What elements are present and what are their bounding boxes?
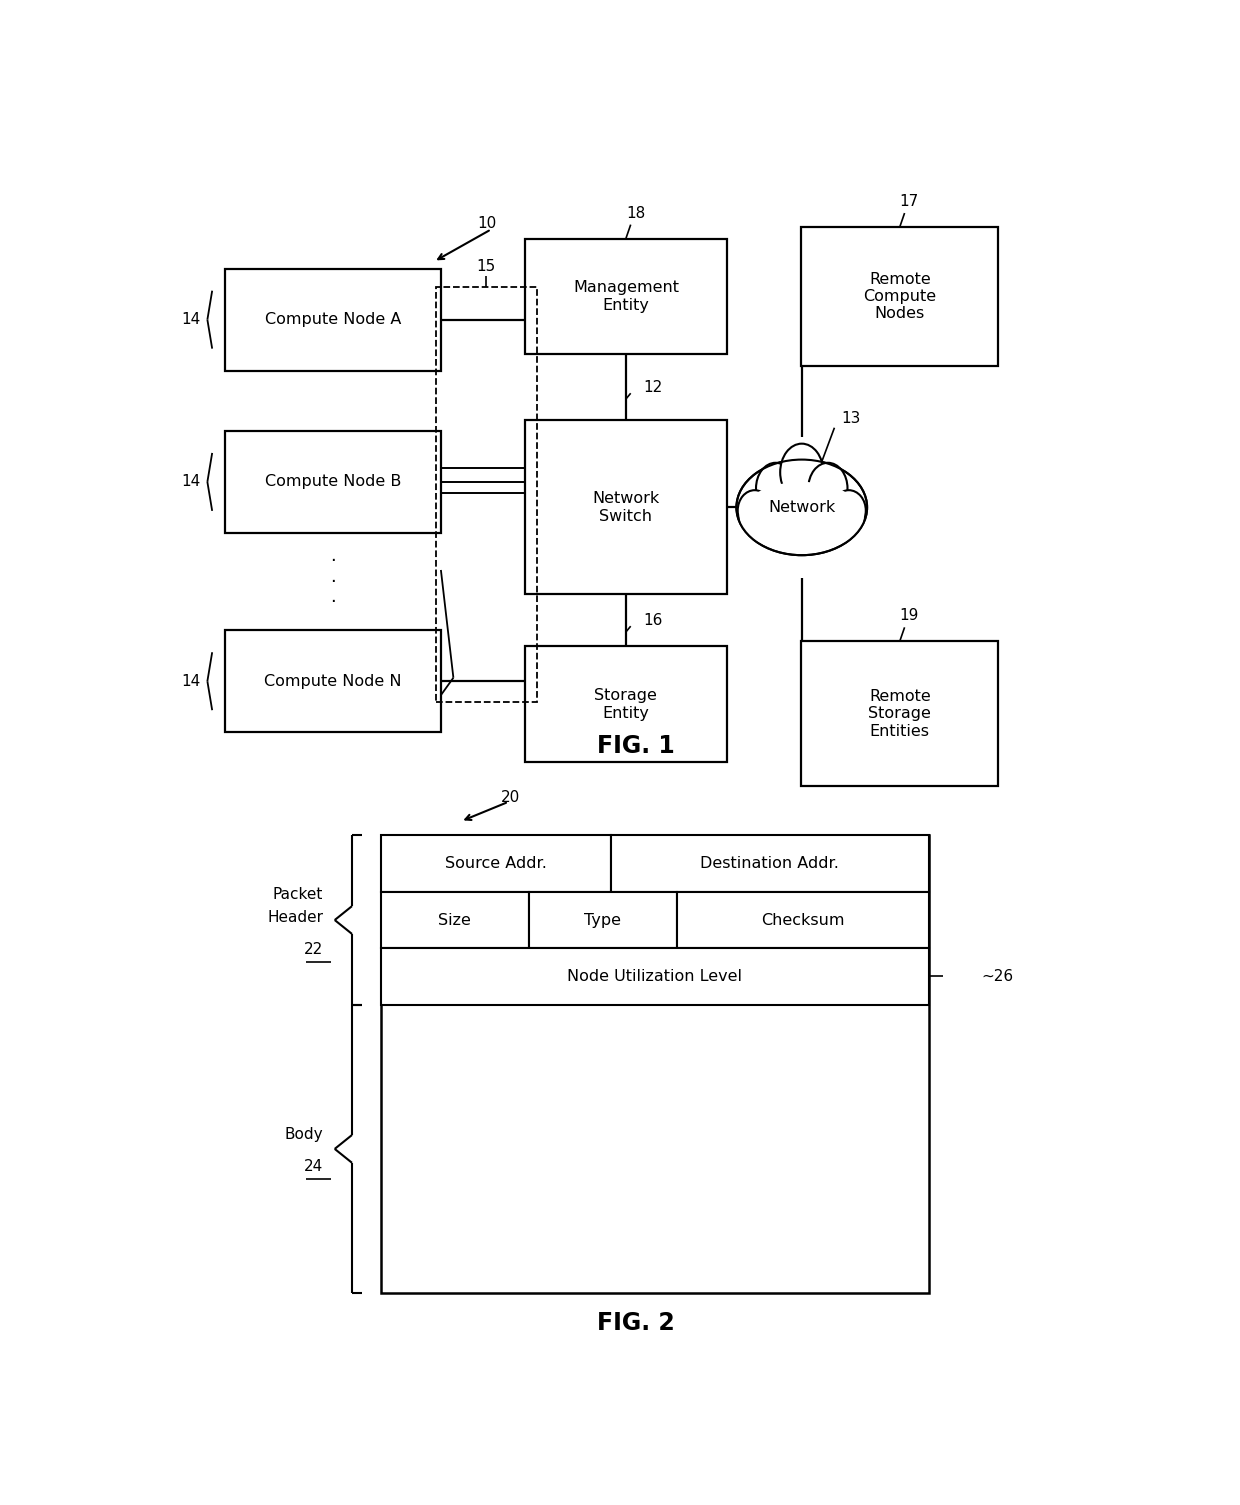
Text: Type: Type — [584, 912, 621, 927]
FancyBboxPatch shape — [801, 227, 998, 366]
Text: Remote
Compute
Nodes: Remote Compute Nodes — [863, 271, 936, 322]
Text: 17: 17 — [900, 194, 919, 209]
Text: Network
Switch: Network Switch — [593, 491, 660, 524]
FancyBboxPatch shape — [528, 892, 677, 948]
Text: 22: 22 — [304, 942, 324, 957]
FancyBboxPatch shape — [224, 631, 441, 733]
FancyBboxPatch shape — [381, 948, 929, 1005]
Text: Compute Node B: Compute Node B — [264, 474, 401, 489]
Text: Body: Body — [284, 1127, 324, 1142]
Text: Destination Addr.: Destination Addr. — [701, 856, 839, 871]
Text: 14: 14 — [181, 674, 201, 689]
FancyBboxPatch shape — [801, 641, 998, 786]
Text: Size: Size — [439, 912, 471, 927]
Ellipse shape — [756, 462, 795, 513]
Ellipse shape — [737, 459, 867, 555]
Text: 14: 14 — [181, 474, 201, 489]
Text: Storage
Entity: Storage Entity — [594, 688, 657, 721]
Text: 19: 19 — [900, 608, 919, 623]
Text: ·
·
·: · · · — [330, 552, 336, 611]
Text: Header: Header — [267, 911, 324, 926]
Ellipse shape — [832, 491, 866, 531]
FancyBboxPatch shape — [381, 835, 611, 892]
FancyBboxPatch shape — [677, 892, 929, 948]
FancyBboxPatch shape — [611, 835, 929, 892]
Text: 20: 20 — [501, 790, 521, 805]
Text: 10: 10 — [477, 217, 496, 230]
Ellipse shape — [780, 444, 823, 501]
Text: FIG. 1: FIG. 1 — [596, 734, 675, 759]
Ellipse shape — [740, 482, 864, 552]
Ellipse shape — [738, 491, 771, 531]
Text: Checksum: Checksum — [761, 912, 844, 927]
Text: Remote
Storage
Entities: Remote Storage Entities — [868, 689, 931, 739]
Ellipse shape — [808, 462, 847, 513]
Text: Network: Network — [768, 500, 836, 515]
FancyBboxPatch shape — [224, 430, 441, 533]
Text: 14: 14 — [181, 312, 201, 327]
FancyBboxPatch shape — [525, 647, 727, 763]
Text: Compute Node A: Compute Node A — [264, 312, 401, 327]
FancyBboxPatch shape — [224, 269, 441, 370]
Text: Management
Entity: Management Entity — [573, 280, 678, 313]
Text: 24: 24 — [304, 1159, 324, 1174]
Text: FIG. 2: FIG. 2 — [596, 1311, 675, 1335]
Text: 18: 18 — [626, 206, 645, 221]
Text: 12: 12 — [644, 379, 662, 394]
Text: 13: 13 — [841, 411, 861, 426]
FancyBboxPatch shape — [381, 892, 528, 948]
Text: Node Utilization Level: Node Utilization Level — [567, 969, 743, 984]
Text: Source Addr.: Source Addr. — [445, 856, 547, 871]
Text: 16: 16 — [644, 613, 662, 628]
FancyBboxPatch shape — [381, 835, 929, 1293]
FancyBboxPatch shape — [525, 238, 727, 354]
FancyBboxPatch shape — [525, 420, 727, 594]
Text: 15: 15 — [476, 259, 496, 274]
Text: Compute Node N: Compute Node N — [264, 674, 402, 689]
Text: Packet: Packet — [273, 886, 324, 901]
Text: ~26: ~26 — [982, 969, 1013, 984]
